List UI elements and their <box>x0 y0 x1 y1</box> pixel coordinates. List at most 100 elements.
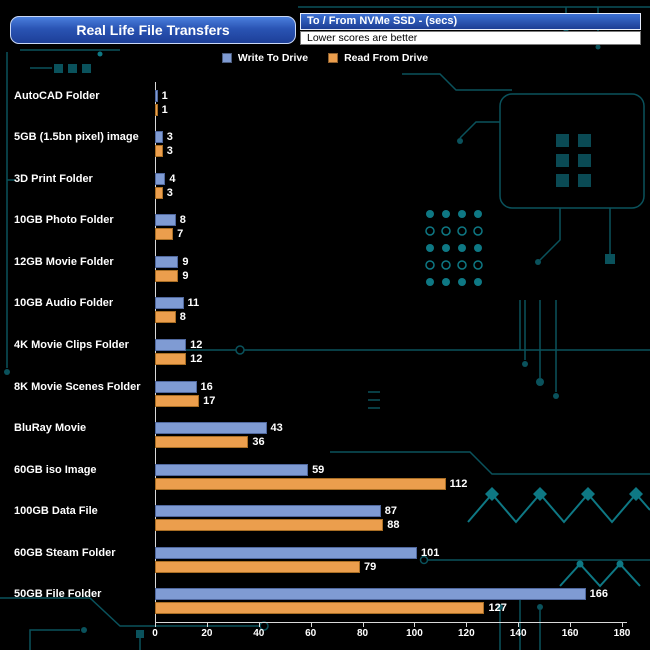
read-bar <box>155 103 158 116</box>
value-label: 88 <box>387 519 400 532</box>
x-axis-tick-label: 60 <box>305 628 317 639</box>
value-label: 101 <box>421 546 440 559</box>
chart-row: 12GB Movie Folder 9 9 <box>0 248 650 290</box>
category-label: AutoCAD Folder <box>14 89 100 102</box>
value-label: 16 <box>200 380 213 393</box>
value-label: 12 <box>190 338 203 351</box>
category-label: 10GB Photo Folder <box>14 214 114 227</box>
value-label: 36 <box>252 436 265 449</box>
x-axis-tick <box>622 623 623 627</box>
chart-note: Lower scores are better <box>300 31 641 45</box>
x-axis-tick-label: 180 <box>613 628 631 639</box>
write-bar <box>155 214 176 227</box>
x-axis-tick <box>466 623 468 627</box>
legend-label: Write To Drive <box>237 52 309 64</box>
x-axis-tick <box>570 623 572 627</box>
value-label: 1 <box>161 103 168 116</box>
chart-row: 10GB Audio Folder 11 8 <box>0 290 650 332</box>
value-label: 8 <box>179 311 186 324</box>
read-bar <box>155 519 384 532</box>
value-label: 3 <box>166 131 173 144</box>
legend-swatch <box>221 53 232 63</box>
read-bar <box>155 228 174 241</box>
value-label: 79 <box>363 560 377 573</box>
chart-legend: Write To Drive Read From Drive <box>0 52 650 64</box>
value-label: 7 <box>177 228 184 241</box>
write-bar <box>155 463 309 476</box>
x-axis-tick <box>206 623 208 627</box>
write-bar <box>155 588 586 601</box>
value-label: 9 <box>182 269 189 282</box>
category-label: 5GB (1.5bn pixel) image <box>14 131 139 144</box>
value-label: 43 <box>270 422 283 435</box>
x-axis-tick <box>518 623 520 627</box>
read-bar <box>155 477 446 490</box>
category-label: 3D Print Folder <box>14 172 93 185</box>
value-label: 17 <box>203 394 216 407</box>
x-axis-tick <box>414 623 416 627</box>
value-label: 3 <box>166 186 173 199</box>
category-label: 4K Movie Clips Folder <box>14 338 129 351</box>
write-bar <box>155 546 418 559</box>
read-bar <box>155 145 163 158</box>
x-axis-line <box>155 622 627 623</box>
read-bar <box>155 394 200 407</box>
value-label: 59 <box>312 463 325 476</box>
chart-row: 4K Movie Clips Folder 12 12 <box>0 331 650 373</box>
write-bar <box>155 297 184 310</box>
read-bar <box>155 186 163 199</box>
value-label: 3 <box>166 145 173 158</box>
legend-item-write: Write To Drive <box>221 52 309 64</box>
x-axis-tick <box>155 623 156 627</box>
category-label: 50GB File Folder <box>14 588 102 601</box>
value-label: 11 <box>187 297 200 310</box>
x-axis-tick-label: 0 <box>152 628 158 639</box>
write-bar <box>155 505 381 518</box>
chart-row: 50GB File Folder 166 127 <box>0 580 650 622</box>
x-axis-tick-label: 20 <box>201 628 213 639</box>
chart-row: 60GB iso Image 59 112 <box>0 456 650 498</box>
chart-row: 5GB (1.5bn pixel) image 3 3 <box>0 124 650 166</box>
read-bar <box>155 311 176 324</box>
chart-row: 100GB Data File 87 88 <box>0 497 650 539</box>
chart-row: AutoCAD Folder 1 1 <box>0 82 650 124</box>
write-bar <box>155 172 166 185</box>
chart-row: BluRay Movie 43 36 <box>0 414 650 456</box>
chart-title: Real Life File Transfers <box>10 16 296 44</box>
legend-label: Read From Drive <box>344 52 429 64</box>
legend-item-read: Read From Drive <box>328 52 428 64</box>
value-label: 127 <box>488 602 507 615</box>
x-axis-tick-label: 40 <box>253 628 265 639</box>
category-label: BluRay Movie <box>14 422 87 435</box>
legend-swatch <box>328 53 339 63</box>
chart-row: 3D Print Folder 4 3 <box>0 165 650 207</box>
read-bar <box>155 560 360 573</box>
write-bar <box>155 89 158 102</box>
write-bar <box>155 131 163 144</box>
read-bar <box>155 602 485 615</box>
x-axis-tick <box>258 623 260 627</box>
read-bar <box>155 352 187 365</box>
write-bar <box>155 338 187 351</box>
write-bar <box>155 255 179 268</box>
value-label: 112 <box>449 477 468 490</box>
chart-row: 8K Movie Scenes Folder 16 17 <box>0 373 650 415</box>
x-axis-tick-label: 80 <box>356 628 369 639</box>
x-axis-tick-label: 160 <box>561 628 579 639</box>
y-axis-line <box>155 82 156 623</box>
value-label: 12 <box>190 352 203 365</box>
category-label: 12GB Movie Folder <box>14 255 114 268</box>
x-axis-tick <box>310 623 312 627</box>
chart-row: 60GB Steam Folder 101 79 <box>0 539 650 581</box>
write-bar <box>155 422 267 435</box>
category-label: 8K Movie Scenes Folder <box>14 380 141 393</box>
chart-subtitle: To / From NVMe SSD - (secs) <box>300 13 641 30</box>
category-label: 60GB iso Image <box>14 463 97 476</box>
category-label: 100GB Data File <box>14 505 98 518</box>
x-axis-tick-label: 140 <box>509 628 527 639</box>
chart-row: 10GB Photo Folder 8 7 <box>0 207 650 249</box>
value-label: 8 <box>179 214 186 227</box>
